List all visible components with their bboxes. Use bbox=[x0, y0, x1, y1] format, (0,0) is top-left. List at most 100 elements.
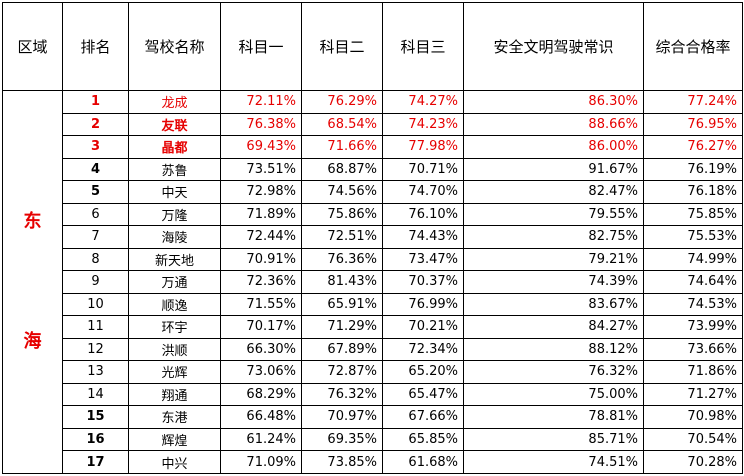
safety-knowledge-cell: 82.47% bbox=[463, 180, 644, 204]
table-row: 11 环宇 70.17% 71.29% 70.21% 84.27% 73.99% bbox=[3, 315, 743, 339]
overall-pass-rate-cell: 76.95% bbox=[643, 112, 743, 137]
subject-2-cell: 75.86% bbox=[301, 202, 383, 227]
school-name-cell: 顺逸 bbox=[128, 292, 221, 317]
subject-1-cell: 70.17% bbox=[220, 315, 302, 339]
subject-3-cell: 77.98% bbox=[382, 135, 464, 159]
subject-2-cell: 71.66% bbox=[301, 135, 383, 159]
school-name-cell: 新天地 bbox=[128, 247, 221, 272]
subject-1-cell: 73.51% bbox=[220, 157, 302, 182]
header-cell-subject-1: 科目一 bbox=[220, 2, 302, 91]
overall-pass-rate-cell: 73.66% bbox=[643, 337, 743, 362]
subject-1-cell: 73.06% bbox=[220, 360, 302, 384]
overall-pass-rate-cell: 70.28% bbox=[643, 450, 743, 474]
subject-2-cell: 73.85% bbox=[301, 450, 383, 474]
subject-2-cell: 76.29% bbox=[301, 90, 383, 114]
rank-cell: 8 bbox=[62, 247, 129, 272]
overall-pass-rate-cell: 73.99% bbox=[643, 315, 743, 339]
safety-knowledge-cell: 88.66% bbox=[463, 112, 644, 137]
subject-1-cell: 66.48% bbox=[220, 405, 302, 429]
subject-3-cell: 70.21% bbox=[382, 315, 464, 339]
subject-2-cell: 65.91% bbox=[301, 292, 383, 317]
subject-2-cell: 72.51% bbox=[301, 225, 383, 249]
safety-knowledge-cell: 75.00% bbox=[463, 382, 644, 407]
subject-3-cell: 74.27% bbox=[382, 90, 464, 114]
safety-knowledge-cell: 78.81% bbox=[463, 405, 644, 429]
safety-knowledge-cell: 91.67% bbox=[463, 157, 644, 182]
subject-3-cell: 74.23% bbox=[382, 112, 464, 137]
subject-1-cell: 76.38% bbox=[220, 112, 302, 137]
school-name-cell: 辉煌 bbox=[128, 427, 221, 452]
subject-3-cell: 76.10% bbox=[382, 202, 464, 227]
subject-2-cell: 74.56% bbox=[301, 180, 383, 204]
table-row: 17 中兴 71.09% 73.85% 61.68% 74.51% 70.28% bbox=[3, 450, 743, 474]
header-cell-school-name: 驾校名称 bbox=[128, 2, 221, 91]
table-row: 13 光辉 73.06% 72.87% 65.20% 76.32% 71.86% bbox=[3, 360, 743, 384]
subject-1-cell: 66.30% bbox=[220, 337, 302, 362]
school-name-cell: 东港 bbox=[128, 405, 221, 429]
subject-2-cell: 76.32% bbox=[301, 382, 383, 407]
subject-3-cell: 74.70% bbox=[382, 180, 464, 204]
header-row: 区域 排名 驾校名称 科目一 科目二 科目三 安全文明驾驶常识 综合合格率 bbox=[2, 2, 743, 91]
subject-2-cell: 67.89% bbox=[301, 337, 383, 362]
school-name-cell: 翔通 bbox=[128, 382, 221, 407]
safety-knowledge-cell: 85.71% bbox=[463, 427, 644, 452]
header-cell-rank: 排名 bbox=[62, 2, 129, 91]
subject-1-cell: 72.11% bbox=[220, 90, 302, 114]
subject-1-cell: 72.98% bbox=[220, 180, 302, 204]
subject-2-cell: 76.36% bbox=[301, 247, 383, 272]
school-name-cell: 中兴 bbox=[128, 450, 221, 474]
table-row: 16 辉煌 61.24% 69.35% 65.85% 85.71% 70.54% bbox=[3, 427, 743, 452]
overall-pass-rate-cell: 70.54% bbox=[643, 427, 743, 452]
subject-2-cell: 68.87% bbox=[301, 157, 383, 182]
subject-3-cell: 61.68% bbox=[382, 450, 464, 474]
table-row: 7 海陵 72.44% 72.51% 74.43% 82.75% 75.53% bbox=[3, 225, 743, 249]
rank-cell: 2 bbox=[62, 112, 129, 137]
overall-pass-rate-cell: 77.24% bbox=[643, 90, 743, 114]
rank-cell: 10 bbox=[62, 292, 129, 317]
table-row: 东海 1 龙成 72.11% 76.29% 74.27% 86.30% 77.24% bbox=[2, 90, 743, 474]
safety-knowledge-cell: 88.12% bbox=[463, 337, 644, 362]
subject-1-cell: 72.44% bbox=[220, 225, 302, 249]
table-row: 10 顺逸 71.55% 65.91% 76.99% 83.67% 74.53% bbox=[3, 292, 743, 317]
overall-pass-rate-cell: 76.18% bbox=[643, 180, 743, 204]
region-char: 海 bbox=[23, 331, 42, 352]
overall-pass-rate-cell: 74.99% bbox=[643, 247, 743, 272]
overall-pass-rate-cell: 76.19% bbox=[643, 157, 743, 182]
table-row: 6 万隆 71.89% 75.86% 76.10% 79.55% 75.85% bbox=[3, 202, 743, 227]
subject-2-cell: 68.54% bbox=[301, 112, 383, 137]
subject-1-cell: 71.89% bbox=[220, 202, 302, 227]
rank-cell: 1 bbox=[62, 90, 129, 114]
overall-pass-rate-cell: 74.53% bbox=[643, 292, 743, 317]
subject-2-cell: 81.43% bbox=[301, 270, 383, 294]
rank-cell: 14 bbox=[62, 382, 129, 407]
overall-pass-rate-cell: 75.85% bbox=[643, 202, 743, 227]
subject-1-cell: 69.43% bbox=[220, 135, 302, 159]
region-char: 东 bbox=[23, 211, 42, 232]
subject-3-cell: 65.47% bbox=[382, 382, 464, 407]
subject-2-cell: 71.29% bbox=[301, 315, 383, 339]
rank-cell: 16 bbox=[62, 427, 129, 452]
subject-3-cell: 74.43% bbox=[382, 225, 464, 249]
subject-3-cell: 65.85% bbox=[382, 427, 464, 452]
subject-3-cell: 76.99% bbox=[382, 292, 464, 317]
rank-cell: 12 bbox=[62, 337, 129, 362]
overall-pass-rate-cell: 76.27% bbox=[643, 135, 743, 159]
table-row: 2 友联 76.38% 68.54% 74.23% 88.66% 76.95% bbox=[3, 112, 743, 137]
subject-1-cell: 71.09% bbox=[220, 450, 302, 474]
overall-pass-rate-cell: 71.27% bbox=[643, 382, 743, 407]
overall-pass-rate-cell: 74.64% bbox=[643, 270, 743, 294]
subject-3-cell: 72.34% bbox=[382, 337, 464, 362]
table-row: 14 翔通 68.29% 76.32% 65.47% 75.00% 71.27% bbox=[3, 382, 743, 407]
school-name-cell: 万通 bbox=[128, 270, 221, 294]
subject-2-cell: 69.35% bbox=[301, 427, 383, 452]
school-name-cell: 光辉 bbox=[128, 360, 221, 384]
school-name-cell: 海陵 bbox=[128, 225, 221, 249]
subject-1-cell: 72.36% bbox=[220, 270, 302, 294]
safety-knowledge-cell: 83.67% bbox=[463, 292, 644, 317]
subject-3-cell: 67.66% bbox=[382, 405, 464, 429]
school-name-cell: 龙成 bbox=[128, 90, 221, 114]
table-row: 4 苏鲁 73.51% 68.87% 70.71% 91.67% 76.19% bbox=[3, 157, 743, 182]
safety-knowledge-cell: 74.39% bbox=[463, 270, 644, 294]
subject-1-cell: 70.91% bbox=[220, 247, 302, 272]
